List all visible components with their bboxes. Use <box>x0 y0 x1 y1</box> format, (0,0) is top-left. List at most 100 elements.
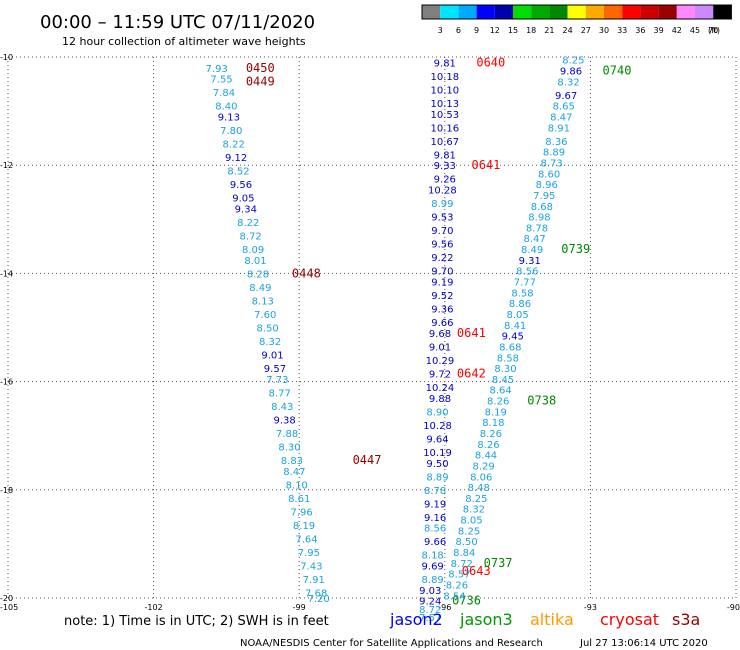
swh-value-label: 9.81 <box>434 150 456 161</box>
swh-value-label: 10.67 <box>430 137 459 148</box>
swh-value-label: 7.80 <box>220 126 242 137</box>
swh-value-label: 9.36 <box>431 305 453 316</box>
colorbar-swatch <box>695 5 714 19</box>
swh-value-label: 10.28 <box>428 186 457 197</box>
swh-value-label: 7.64 <box>295 534 317 545</box>
swh-value-label: 9.19 <box>424 499 446 510</box>
swh-value-label: 8.50 <box>257 324 279 335</box>
colorbar-tick-label: 70 <box>708 26 718 35</box>
swh-value-label: 9.26 <box>434 175 456 186</box>
legend-item: cryosat <box>600 610 659 629</box>
colorbar-swatch <box>440 5 459 19</box>
data-marks: 7.937.55 7.84 8.409.13 7.80 8.22 9.12 8.52 9.56… <box>206 55 632 624</box>
x-tick-label: -102 <box>145 603 163 612</box>
swh-value-label: 8.49 <box>249 283 271 294</box>
swh-value-label: 8.10 <box>286 480 308 491</box>
swh-value-label: 8.56 <box>516 267 538 278</box>
swh-value-label: 9.88 <box>429 394 451 405</box>
swh-value-label: 10.29 <box>426 356 455 367</box>
y-tick-label: -16 <box>0 378 13 387</box>
colorbar-swatch <box>513 5 532 19</box>
swh-value-label: 8.43 <box>271 402 293 413</box>
x-tick-label: -93 <box>584 603 597 612</box>
swh-value-label: 10.13 <box>430 99 459 110</box>
swh-value-label: 8.56 <box>424 524 446 535</box>
swh-value-label: 8.19 <box>485 407 507 418</box>
swh-value-label: 7.91 <box>303 575 325 586</box>
time-label: 0642 <box>457 366 486 380</box>
swh-value-label: 7.95 <box>533 191 555 202</box>
swh-value-label: 8.50 <box>456 537 478 548</box>
time-label: 0450 <box>246 61 275 75</box>
time-label: 0740 <box>603 64 632 78</box>
swh-value-label: 7.95 <box>298 548 320 559</box>
swh-value-label: 8.19 <box>293 521 315 532</box>
swh-value-label: 9.19 <box>431 278 453 289</box>
time-label: 0640 <box>476 55 505 69</box>
swh-value-label: 9.64 <box>426 434 448 445</box>
swh-value-label: 8.18 <box>422 551 444 562</box>
swh-value-label: 8.48 <box>468 483 490 494</box>
swh-value-label: 9.68 <box>429 329 451 340</box>
swh-value-label: 8.47 <box>550 113 572 124</box>
swh-value-label: 9.72 <box>429 369 451 380</box>
swh-value-label: 9.22 <box>431 253 453 264</box>
swh-value-label: 7.68 <box>305 589 327 600</box>
swh-value-label: 10.28 <box>423 421 452 432</box>
swh-value-label: 8.73 <box>540 158 562 169</box>
swh-value-label: 8.61 <box>288 494 310 505</box>
legend-item: jason2 <box>389 610 443 629</box>
swh-value-label: 8.86 <box>509 299 531 310</box>
chart-subtitle: 12 hour collection of altimeter wave hei… <box>62 35 306 48</box>
time-label: 0736 <box>452 594 481 608</box>
swh-value-label: 8.83 <box>281 456 303 467</box>
swh-value-label: 8.65 <box>553 102 575 113</box>
time-label: 0738 <box>527 394 556 408</box>
swh-value-label: 8.72 <box>419 605 441 616</box>
time-label: 0643 <box>462 564 491 578</box>
swh-value-label: 8.05 <box>460 516 482 527</box>
swh-value-label: 9.56 <box>431 240 453 251</box>
colorbar-tick-label: 45 <box>690 26 700 35</box>
colorbar-swatch <box>476 5 495 19</box>
swh-value-label: 8.72 <box>240 232 262 243</box>
swh-value-label: 8.29 <box>472 461 494 472</box>
swh-value-label: 8.32 <box>557 77 579 88</box>
x-tick-label: -96 <box>438 603 451 612</box>
swh-value-label: 8.41 <box>504 321 526 332</box>
colorbar-unit: (ft) <box>708 26 720 35</box>
chart-title: 00:00 – 11:59 UTC 07/11/2020 <box>40 12 315 33</box>
colorbar-tick-label: 9 <box>474 26 479 35</box>
swh-value-label: 9.67 <box>555 91 577 102</box>
colorbar-swatch <box>549 5 568 19</box>
swh-value-label: 9.01 <box>429 342 451 353</box>
swh-value-label: 8.60 <box>538 169 560 180</box>
note-text: note: 1) Time is in UTC; 2) SWH is in fe… <box>64 614 329 629</box>
swh-value-label: 8.78 <box>424 486 446 497</box>
footer-credit: NOAA/NESDIS Center for Satellite Applica… <box>240 638 543 649</box>
swh-value-label: 8.52 <box>227 167 249 178</box>
swh-value-label: 8.36 <box>545 137 567 148</box>
colorbar-swatch <box>658 5 677 19</box>
swh-value-label: 9.70 <box>431 226 453 237</box>
time-label: 0739 <box>561 242 590 256</box>
swh-value-label: 8.99 <box>431 199 453 210</box>
swh-value-label: 10.53 <box>430 110 459 121</box>
colorbar-tick-label: 21 <box>544 26 554 35</box>
swh-value-label: 8.26 <box>480 429 502 440</box>
swh-value-label: 9.31 <box>519 256 541 267</box>
colorbar-swatch <box>494 5 513 19</box>
swh-value-label: 9.01 <box>261 351 283 362</box>
swh-value-label: 10.10 <box>430 85 459 96</box>
swh-value-label: 8.45 <box>492 375 514 386</box>
swh-value-label: 8.89 <box>543 148 565 159</box>
x-tick-label: -99 <box>293 603 306 612</box>
swh-value-label: 8.30 <box>494 364 516 375</box>
swh-value-label: 8.26 <box>477 440 499 451</box>
swh-value-label: 8.25 <box>458 526 480 537</box>
swh-value-label: 10.19 <box>423 448 452 459</box>
swh-value-label: 8.28 <box>247 269 269 280</box>
time-label: 0641 <box>471 158 500 172</box>
swh-value-label: 9.69 <box>422 562 444 573</box>
